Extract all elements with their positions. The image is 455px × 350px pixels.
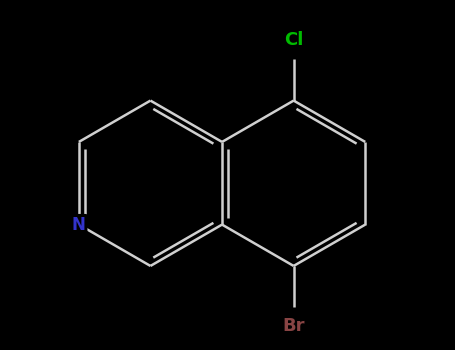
Text: Br: Br — [283, 317, 305, 335]
Text: Cl: Cl — [284, 32, 303, 49]
Text: N: N — [72, 216, 86, 233]
